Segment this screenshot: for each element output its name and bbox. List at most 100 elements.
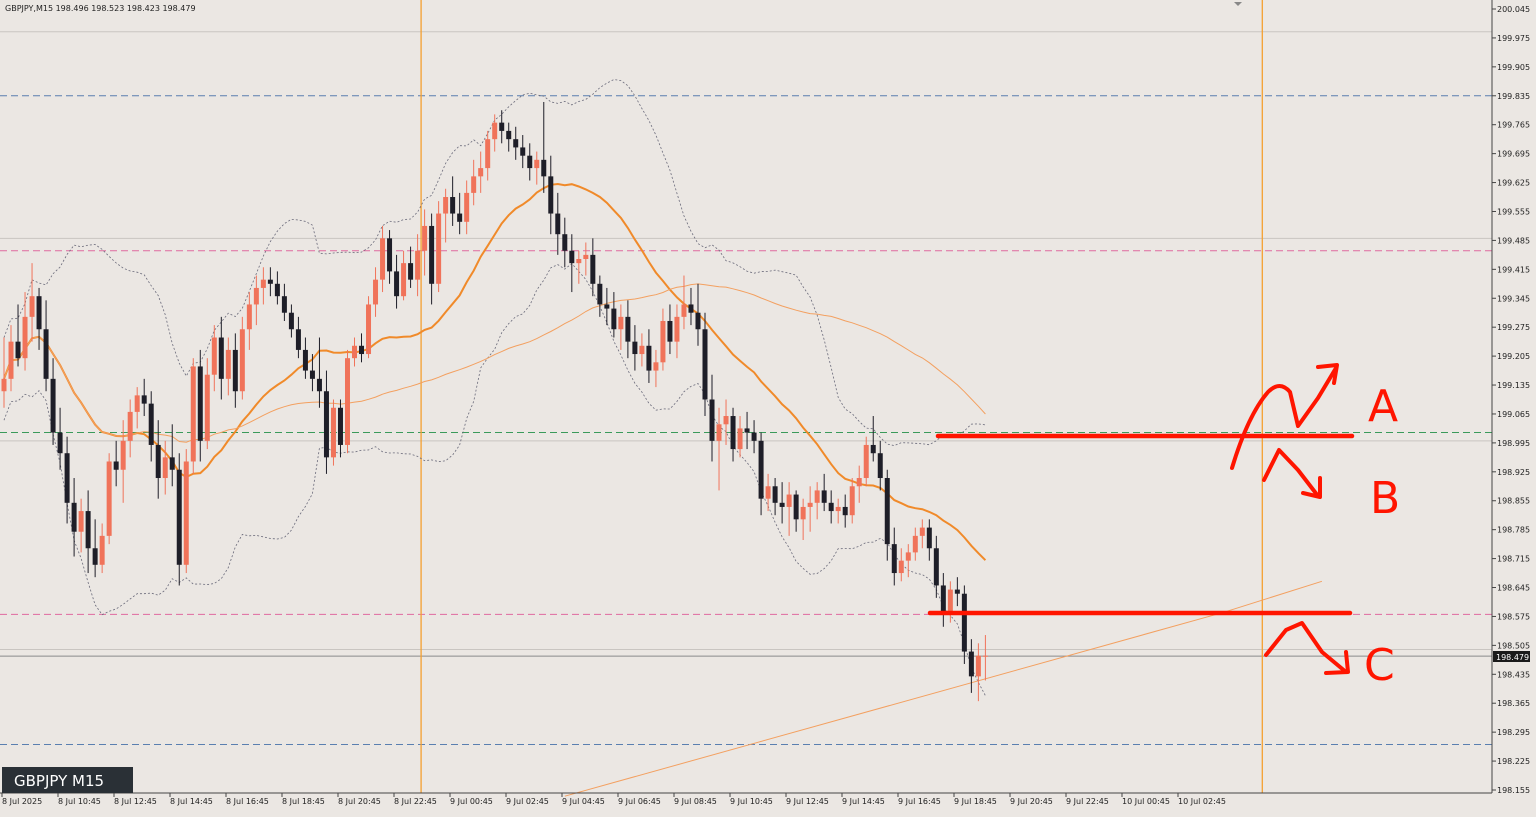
scroll-marker-icon[interactable] — [1234, 2, 1242, 6]
candle-body — [422, 225, 428, 251]
candle-body — [78, 511, 84, 532]
band-upper-line — [3, 79, 986, 447]
candle-body — [975, 655, 981, 677]
candle-body — [260, 279, 266, 288]
candle-body — [646, 345, 652, 371]
candle-body — [632, 341, 638, 355]
time-tick-label: 9 Jul 12:45 — [786, 797, 829, 806]
candle-body — [274, 283, 280, 297]
candle-body — [527, 155, 533, 169]
candle-body — [71, 502, 77, 532]
candle-body — [898, 560, 904, 574]
price-ticks: 200.045 199.975 199.905 199.835 199.765 199.6… — [1492, 5, 1530, 795]
candle-body — [814, 490, 820, 503]
price-tick-label: 199.555 — [1497, 207, 1530, 216]
candle-body — [506, 130, 512, 140]
candle-body — [169, 457, 175, 470]
price-tick-label: 199.765 — [1497, 121, 1530, 130]
candle-body — [800, 506, 806, 520]
price-tick-label: 199.065 — [1497, 410, 1530, 419]
candle-body — [737, 428, 743, 450]
price-tick-label: 198.715 — [1497, 555, 1530, 564]
candle-body — [183, 461, 189, 565]
candle-body — [849, 486, 855, 516]
candle-body — [352, 345, 357, 359]
price-tick-label: 199.905 — [1497, 63, 1530, 72]
candle-body — [723, 416, 729, 425]
candle-body — [366, 304, 372, 355]
time-tick-label: 9 Jul 22:45 — [1066, 797, 1109, 806]
symbol-badge[interactable]: GBPJPY M15 — [2, 767, 133, 793]
current-price-box — [1493, 651, 1530, 662]
bollinger-bands — [3, 79, 986, 696]
candle-body — [394, 271, 400, 297]
candle-body — [618, 316, 624, 330]
price-tick-label: 198.295 — [1497, 728, 1530, 737]
time-tick-label: 9 Jul 02:45 — [506, 797, 549, 806]
candle-body — [464, 192, 470, 222]
candle-body — [387, 238, 393, 272]
time-tick-label: 9 Jul 04:45 — [562, 797, 605, 806]
candle-body — [513, 139, 519, 148]
candle-body — [863, 444, 869, 479]
candle-body — [359, 345, 365, 355]
price-tick-label: 199.625 — [1497, 179, 1530, 188]
candle-body — [436, 213, 442, 284]
scenario-c-arrowhead-icon — [1324, 650, 1350, 675]
candle-body — [772, 486, 778, 503]
label-b: B — [1370, 473, 1400, 524]
candle-body — [807, 502, 813, 507]
candle-body — [954, 589, 960, 594]
candle-body — [779, 502, 785, 507]
price-tick-label: 198.575 — [1497, 612, 1530, 621]
candle-body — [877, 453, 883, 479]
price-tick-label: 199.345 — [1497, 294, 1530, 303]
time-tick-label: 8 Jul 22:45 — [394, 797, 437, 806]
current-price-marker: 198.479 — [1493, 651, 1530, 662]
candle-body — [982, 655, 988, 657]
current-price-label: 198.479 — [1496, 653, 1529, 662]
candle-body — [162, 457, 168, 479]
candle-body — [457, 213, 463, 222]
candlesticks — [1, 101, 988, 702]
candle-body — [288, 312, 294, 330]
candle-body — [674, 316, 680, 342]
time-tick-label: 8 Jul 20:45 — [338, 797, 381, 806]
candle-body — [246, 304, 252, 330]
candle-body — [232, 349, 238, 392]
candle-body — [344, 358, 350, 445]
candle-body — [562, 234, 568, 251]
scenario-b-arrowhead-icon — [1301, 476, 1322, 499]
price-tick-label: 199.205 — [1497, 352, 1530, 361]
price-tick-label: 199.695 — [1497, 150, 1530, 159]
price-tick-label: 198.505 — [1497, 641, 1530, 650]
price-tick-label: 198.225 — [1497, 757, 1530, 766]
time-tick-label: 9 Jul 10:45 — [730, 797, 773, 806]
candle-body — [828, 502, 834, 512]
price-tick-label: 198.785 — [1497, 526, 1530, 535]
candle-body — [590, 254, 596, 284]
time-tick-label: 8 Jul 16:45 — [226, 797, 269, 806]
hand-annotations: A B C — [927, 363, 1400, 691]
candle-body — [120, 440, 126, 470]
time-tick-label: 9 Jul 08:45 — [674, 797, 717, 806]
candle-body — [639, 345, 645, 355]
price-tick-label: 199.975 — [1497, 34, 1530, 43]
candle-body — [709, 399, 715, 441]
candle-body — [870, 444, 876, 454]
scenario-c-arrow-icon — [1264, 621, 1348, 674]
time-tick-label: 9 Jul 14:45 — [842, 797, 885, 806]
candle-body — [667, 320, 673, 342]
candle-body — [106, 461, 112, 536]
candle-body — [961, 593, 967, 652]
candle-body — [408, 263, 414, 280]
price-tick-label: 200.045 — [1497, 5, 1530, 14]
ma-slow-line — [3, 283, 986, 443]
candle-body — [281, 296, 287, 313]
candle-body — [148, 403, 154, 445]
candle-body — [155, 444, 161, 479]
candle-body — [99, 535, 105, 565]
candle-body — [744, 428, 750, 433]
label-c: C — [1364, 640, 1395, 691]
